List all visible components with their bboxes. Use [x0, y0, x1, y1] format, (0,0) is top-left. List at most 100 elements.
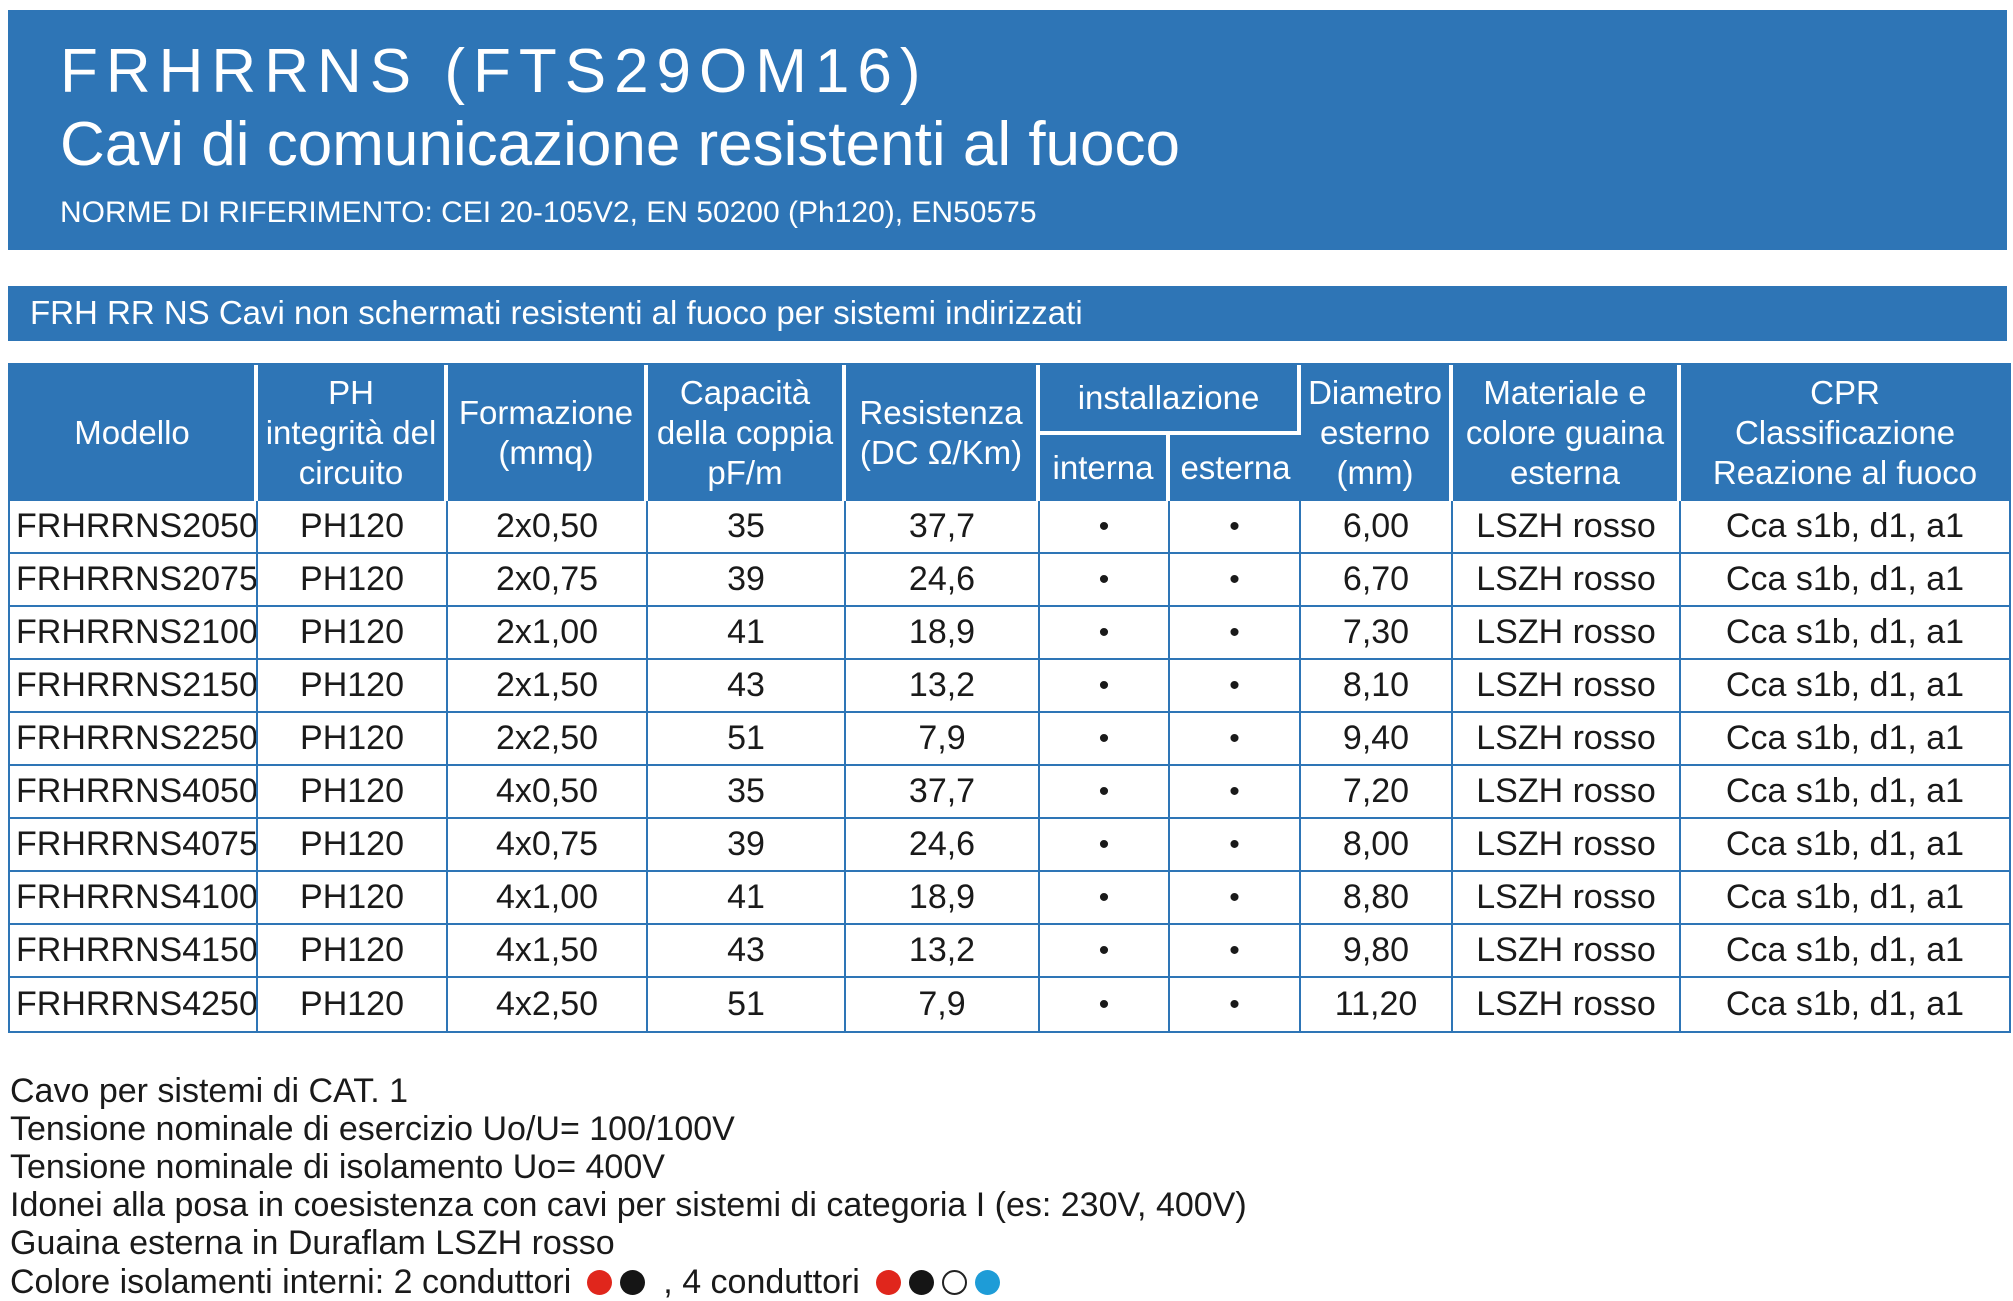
conductor-colors-prefix: Colore isolamenti interni: 2 conduttori: [10, 1263, 572, 1301]
table-cell: LSZH rosso: [1453, 660, 1681, 713]
table-cell: Cca s1b, d1, a1: [1681, 766, 2009, 819]
color-dot: [620, 1270, 646, 1295]
table-cell: 2x0,75: [448, 554, 648, 607]
cell-modello: FRHRRNS4075: [10, 819, 258, 872]
table-cell: PH120: [258, 501, 448, 554]
cell-modello: FRHRRNS2050: [10, 501, 258, 554]
table-cell: 18,9: [846, 607, 1040, 660]
col-header-interna: interna: [1040, 435, 1170, 501]
table-cell: LSZH rosso: [1453, 925, 1681, 978]
table-cell: 6,70: [1301, 554, 1453, 607]
cell-modello: FRHRRNS4050: [10, 766, 258, 819]
table-cell: •: [1040, 766, 1170, 819]
table-cell: Cca s1b, d1, a1: [1681, 554, 2009, 607]
table-cell: Cca s1b, d1, a1: [1681, 872, 2009, 925]
table-cell: •: [1170, 607, 1301, 660]
conductor-colors-separator: , 4 conduttori: [663, 1263, 860, 1301]
table-row: FRHRRNS2075 PH120 2x0,75 39 24,6 • • 6,70 LSZH r…: [10, 554, 2009, 607]
table-cell: LSZH rosso: [1453, 978, 1681, 1031]
table-cell: •: [1170, 872, 1301, 925]
cell-modello: FRHRRNS2250: [10, 713, 258, 766]
note-line: Idonei alla posa in coesistenza con cavi…: [10, 1186, 1247, 1224]
col-header-formazione: Formazione (mmq): [448, 365, 648, 501]
cell-modello: FRHRRNS4100: [10, 872, 258, 925]
table-cell: PH120: [258, 554, 448, 607]
table-cell: LSZH rosso: [1453, 713, 1681, 766]
cell-modello: FRHRRNS2075: [10, 554, 258, 607]
col-header-resistenza: Resistenza (DC Ω/Km): [846, 365, 1040, 501]
table-cell: •: [1040, 872, 1170, 925]
color-dot: [908, 1270, 934, 1295]
footer-notes: Cavo per sistemi di CAT. 1 Tensione nomi…: [10, 1073, 2007, 1301]
table-row: FRHRRNS2100 PH120 2x1,00 41 18,9 • • 7,30 LSZH r…: [10, 607, 2009, 660]
cell-modello: FRHRRNS2100: [10, 607, 258, 660]
table-cell: •: [1170, 660, 1301, 713]
table-cell: •: [1170, 978, 1301, 1031]
table-cell: LSZH rosso: [1453, 501, 1681, 554]
table-row: FRHRRNS2250 PH120 2x2,50 51 7,9 • • 9,40 LSZH ro…: [10, 713, 2009, 766]
table-cell: 13,2: [846, 925, 1040, 978]
table-cell: 8,00: [1301, 819, 1453, 872]
table-cell: 39: [648, 819, 846, 872]
page-title: FRHRRNS (FTS29OM16): [60, 37, 929, 106]
col-header-diametro: Diametro esterno (mm): [1301, 365, 1453, 501]
cell-modello: FRHRRNS4250: [10, 978, 258, 1031]
table-row: FRHRRNS4100 PH120 4x1,00 41 18,9 • • 8,80 LSZH r…: [10, 872, 2009, 925]
table-cell: •: [1170, 819, 1301, 872]
table-cell: •: [1170, 554, 1301, 607]
table-cell: PH120: [258, 925, 448, 978]
table-cell: 35: [648, 501, 846, 554]
table-cell: LSZH rosso: [1453, 872, 1681, 925]
col-header-installazione: installazione: [1040, 365, 1301, 436]
col-header-ph: PH integrità del circuito: [258, 365, 448, 501]
table-cell: Cca s1b, d1, a1: [1681, 607, 2009, 660]
table-cell: Cca s1b, d1, a1: [1681, 660, 2009, 713]
spec-table: Modello PH integrità del circuito Formaz…: [8, 363, 2011, 1033]
table-cell: 4x2,50: [448, 978, 648, 1031]
table-cell: 24,6: [846, 819, 1040, 872]
conductor-colors-line: Colore isolamenti interni: 2 conduttori …: [10, 1264, 2007, 1301]
table-cell: 37,7: [846, 766, 1040, 819]
color-dot: [941, 1270, 967, 1295]
table-cell: 9,80: [1301, 925, 1453, 978]
table-cell: 2x1,00: [448, 607, 648, 660]
table-cell: 8,80: [1301, 872, 1453, 925]
table-cell: LSZH rosso: [1453, 554, 1681, 607]
table-cell: 6,00: [1301, 501, 1453, 554]
table-row: FRHRRNS4150 PH120 4x1,50 43 13,2 • • 9,80 LSZH r…: [10, 925, 2009, 978]
note-line: Tensione nominale di esercizio Uo/U= 100…: [10, 1110, 735, 1148]
table-cell: 41: [648, 607, 846, 660]
table-cell: •: [1170, 501, 1301, 554]
table-cell: 2x1,50: [448, 660, 648, 713]
color-dot: [587, 1270, 613, 1295]
table-cell: 7,9: [846, 713, 1040, 766]
col-header-esterna: esterna: [1170, 435, 1301, 501]
table-cell: 51: [648, 713, 846, 766]
table-cell: PH120: [258, 872, 448, 925]
four-cond-dots: [872, 1270, 1004, 1295]
table-cell: 43: [648, 660, 846, 713]
note-line: Guaina esterna in Duraflam LSZH rosso: [10, 1224, 615, 1262]
table-cell: •: [1170, 713, 1301, 766]
table-cell: 9,40: [1301, 713, 1453, 766]
table-cell: 24,6: [846, 554, 1040, 607]
table-cell: 35: [648, 766, 846, 819]
col-header-materiale: Materiale e colore guaina esterna: [1453, 365, 1681, 501]
note-line: Tensione nominale di isolamento Uo= 400V: [10, 1148, 665, 1186]
table-cell: 37,7: [846, 501, 1040, 554]
table-cell: 43: [648, 925, 846, 978]
table-cell: 7,9: [846, 978, 1040, 1031]
table-cell: 7,30: [1301, 607, 1453, 660]
page-subtitle-product: Cavi di comunicazione resistenti al fuoc…: [60, 110, 1180, 179]
table-cell: PH120: [258, 660, 448, 713]
cell-modello: FRHRRNS4150: [10, 925, 258, 978]
table-cell: •: [1040, 978, 1170, 1031]
table-cell: •: [1040, 819, 1170, 872]
table-cell: LSZH rosso: [1453, 607, 1681, 660]
table-cell: PH120: [258, 978, 448, 1031]
note-line: Cavo per sistemi di CAT. 1: [10, 1072, 409, 1110]
table-row: FRHRRNS4050 PH120 4x0,50 35 37,7 • • 7,20 LSZH r…: [10, 766, 2009, 819]
table-cell: •: [1040, 713, 1170, 766]
table-cell: Cca s1b, d1, a1: [1681, 925, 2009, 978]
table-cell: 8,10: [1301, 660, 1453, 713]
